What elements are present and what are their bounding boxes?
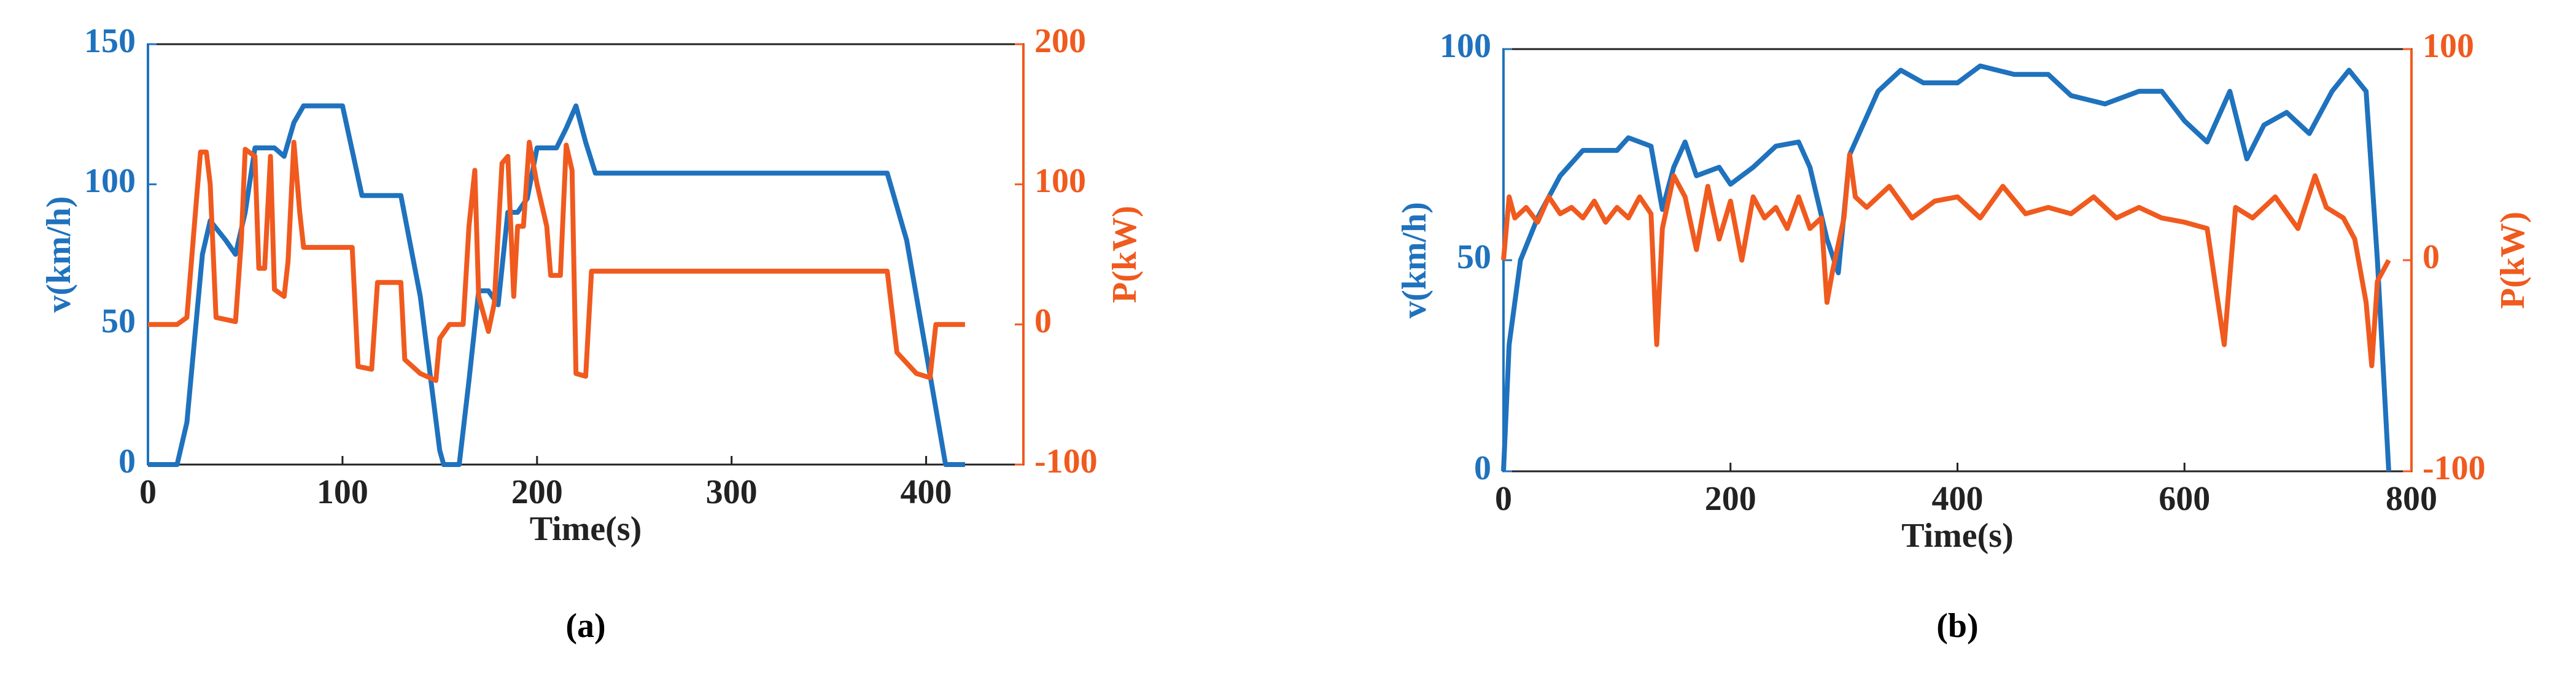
y-axis-label: v(km/h) (40, 196, 78, 313)
y-tick-label: 0 (118, 442, 136, 481)
y2-axis-label: P(kW) (2494, 212, 2532, 309)
x-tick-label: 200 (1705, 480, 1756, 518)
y2-tick-label: 0 (2423, 238, 2440, 276)
caption: (a) (565, 607, 605, 645)
x-tick-label: 600 (2159, 480, 2210, 518)
x-tick-label: 0 (1495, 480, 1512, 518)
x-tick-label: 200 (511, 473, 563, 511)
y-tick-label: 0 (1474, 449, 1491, 487)
y2-tick-label: -100 (2423, 449, 2486, 487)
y2-tick-label: 100 (1034, 162, 1086, 200)
series-line (148, 103, 965, 467)
y-tick-label: 150 (84, 22, 136, 60)
x-tick-label: 400 (901, 473, 952, 511)
x-tick-label: 300 (706, 473, 758, 511)
x-axis-label: Time(s) (530, 510, 642, 548)
series-line (1501, 152, 2391, 368)
x-tick-label: 100 (317, 473, 368, 511)
y-tick-label: 50 (1457, 238, 1491, 276)
y2-tick-label: 100 (2423, 27, 2474, 65)
plot-box (1502, 48, 2413, 473)
y2-axis-label: P(kW) (1106, 206, 1144, 303)
x-tick-label: 800 (2386, 480, 2437, 518)
x-tick-label: 400 (1932, 480, 1984, 518)
x-tick-label: 0 (139, 473, 157, 511)
series-line (1501, 63, 2391, 472)
y2-tick-label: -100 (1034, 442, 1098, 481)
y-tick-label: 50 (101, 303, 136, 341)
caption: (b) (1936, 607, 1978, 645)
series-line (148, 139, 965, 383)
y-axis-label: v(km/h) (1395, 202, 1433, 318)
plot-box (147, 43, 1025, 466)
y-tick-label: 100 (1440, 27, 1491, 65)
x-axis-label: Time(s) (1901, 517, 2014, 555)
y-tick-label: 100 (84, 162, 136, 200)
y2-tick-label: 200 (1034, 22, 1086, 60)
y2-tick-label: 0 (1034, 303, 1052, 341)
